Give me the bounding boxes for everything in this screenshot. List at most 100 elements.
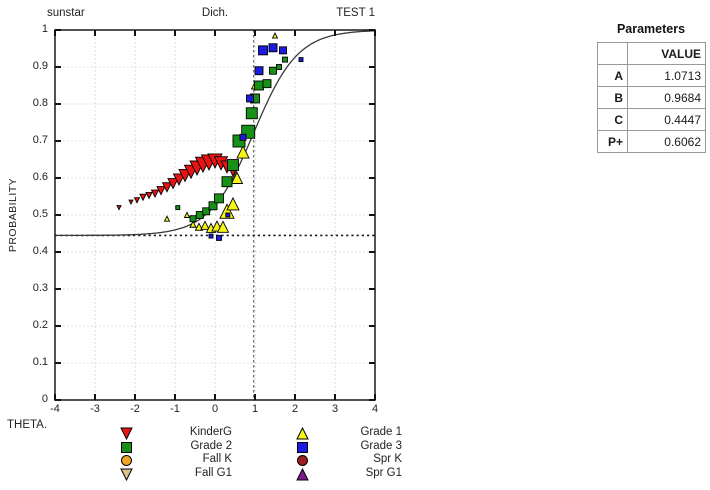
x-tick-label: 4	[371, 403, 379, 415]
data-marker-square	[221, 176, 233, 188]
data-marker-square	[208, 233, 214, 239]
data-marker-square	[246, 94, 254, 103]
parameter-value: 0.9684	[627, 86, 706, 109]
data-marker-square	[175, 205, 181, 211]
legend-marker-square-icon	[120, 441, 133, 454]
y-tick-label: 0	[41, 393, 48, 405]
data-marker-triangle-up	[200, 220, 210, 230]
data-marker-triangle-up	[194, 222, 204, 231]
legend-marker-circle-icon	[120, 454, 133, 467]
x-tick-label: 0	[211, 403, 219, 415]
data-marker-triangle-up	[236, 145, 250, 159]
y-tick-label: 0.8	[32, 97, 48, 109]
parameter-name: C	[597, 108, 628, 131]
data-marker-triangle-up	[216, 220, 230, 233]
data-marker-triangle-down	[150, 189, 160, 199]
data-marker-square	[225, 212, 231, 218]
data-marker-triangle-up	[163, 215, 171, 222]
data-marker-square	[298, 57, 304, 63]
legend-label: Grade 2	[190, 439, 232, 452]
data-marker-triangle-up	[271, 32, 279, 39]
data-marker-triangle-down	[133, 197, 141, 204]
data-marker-triangle-down	[139, 193, 147, 202]
legend-label: Grade 3	[360, 439, 402, 452]
data-marker-triangle-down	[161, 182, 173, 193]
data-marker-triangle-down	[145, 191, 153, 200]
data-marker-square	[262, 79, 272, 89]
parameter-name: A	[597, 64, 628, 87]
x-tick-label: 3	[331, 403, 339, 415]
legend-label: Fall K	[202, 453, 232, 466]
data-marker-square	[268, 43, 278, 53]
x-tick-label: -1	[170, 403, 180, 415]
parameters-panel-title: Parameters	[616, 22, 686, 36]
parameters-value-header: VALUE	[627, 42, 706, 65]
parameter-value: 0.6062	[627, 130, 706, 153]
legend-label: Fall G1	[194, 466, 232, 479]
plot-subtitle-center: Dich.	[201, 7, 229, 19]
data-marker-square	[282, 56, 288, 63]
y-tick-label: 0.3	[32, 282, 48, 294]
data-marker-triangle-down	[116, 205, 122, 211]
parameters-header-row: VALUE	[597, 42, 706, 65]
data-marker-triangle-down	[156, 186, 166, 196]
x-tick-label: -2	[130, 403, 140, 415]
parameter-name: P+	[597, 130, 628, 153]
legend-marker-square-icon	[296, 441, 309, 454]
plot-subtitle-left: sunstar	[47, 7, 85, 19]
data-marker-square	[202, 207, 211, 216]
legend-marker-triangle-up-icon	[296, 467, 309, 481]
data-marker-triangle-up	[226, 196, 240, 211]
x-tick-label: -4	[50, 403, 60, 415]
data-marker-square	[258, 45, 268, 56]
data-marker-triangle-down	[167, 178, 179, 190]
legend-marker-triangle-up-icon	[296, 427, 309, 440]
legend-label: Grade 1	[360, 426, 402, 438]
data-marker-square	[276, 64, 282, 70]
parameter-row: A 1.0713	[597, 64, 706, 87]
parameter-value: 0.4447	[627, 108, 706, 131]
y-tick-label: 0.4	[32, 245, 48, 257]
x-tick-label: 2	[291, 403, 299, 415]
parameter-row: C 0.4447	[597, 108, 706, 131]
y-tick-label: 0.6	[32, 171, 48, 183]
data-marker-square	[269, 66, 277, 75]
data-marker-square	[279, 46, 287, 55]
x-axis-label: THETA.	[7, 419, 48, 431]
plot-subtitle-right: TEST 1	[336, 7, 375, 19]
parameters-empty-cell	[597, 42, 628, 65]
x-tick-label: -3	[90, 403, 100, 415]
y-tick-label: 1	[41, 23, 48, 35]
legend-label: Spr K	[373, 453, 402, 466]
legend-label: KinderG	[189, 426, 232, 438]
data-marker-triangle-down	[128, 199, 134, 206]
data-marker-triangle-down	[172, 173, 186, 186]
data-marker-square	[189, 215, 197, 223]
data-marker-triangle-up	[183, 211, 191, 218]
data-marker-square	[239, 133, 247, 141]
plot-legend: KinderG Grade 2 Fall K Fall G1 Grade 1 Grade …	[0, 425, 430, 485]
legend-marker-triangle-down-icon	[120, 468, 133, 481]
data-marker-triangle-up	[230, 171, 244, 184]
y-tick-label: 0.7	[32, 134, 48, 146]
data-marker-square	[254, 80, 264, 91]
legend-label: Spr G1	[365, 466, 402, 479]
parameter-row: P+ 0.6062	[597, 130, 706, 153]
data-marker-square	[245, 107, 258, 120]
legend-marker-triangle-down-icon	[120, 427, 133, 440]
x-tick-label: 1	[251, 403, 259, 415]
data-marker-square	[214, 193, 224, 204]
parameters-table: VALUE A 1.0713 B 0.9684 C 0.4447 P+ 0.6062	[597, 42, 706, 153]
data-marker-square	[208, 201, 218, 211]
y-tick-label: 0.9	[32, 60, 48, 72]
y-tick-label: 0.5	[32, 208, 48, 220]
parameter-row: B 0.9684	[597, 86, 706, 109]
parameter-name: B	[597, 86, 628, 109]
data-marker-triangle-up	[219, 203, 235, 219]
data-marker-square	[227, 159, 239, 172]
y-tick-label: 0.1	[32, 356, 48, 368]
data-marker-triangle-up	[189, 220, 197, 228]
